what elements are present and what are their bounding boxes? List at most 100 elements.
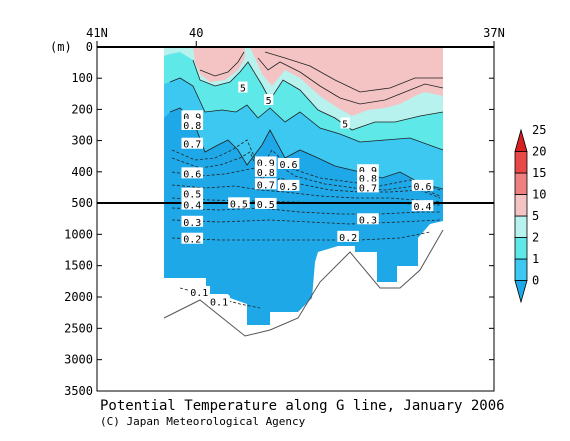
x-axis: 41N 40 37N <box>86 26 505 47</box>
contour-label: 0.1 <box>208 295 230 308</box>
contour-label-bg <box>181 187 204 199</box>
contour-label-bg <box>254 165 277 177</box>
contour-label-bg <box>264 94 274 106</box>
contour-label-bg <box>208 295 230 307</box>
y-tick-label: 2000 <box>64 290 93 304</box>
contour-label-text: 0.7 <box>359 183 377 194</box>
y-tick-label: 2500 <box>64 321 93 335</box>
contour-label: 0.7 <box>254 178 277 191</box>
contour-label-bg <box>357 213 379 225</box>
colorbar-label: 5 <box>532 209 539 223</box>
contour-label-text: 0.9 <box>183 112 201 123</box>
y-axis: 0 100 200 300 400 500 1000 1500 2000 2500 3000 3500 <box>64 40 494 398</box>
contour-label-text: 0.5 <box>183 190 201 201</box>
y-tick-label: 500 <box>71 196 93 210</box>
contour-label: 0.2 <box>337 230 359 244</box>
colorbar-label: 15 <box>532 166 546 180</box>
x-tick-label: 40 <box>189 26 203 40</box>
contour-label: 0.6 <box>411 179 434 193</box>
chart-title: Potential Temperature along G line, Janu… <box>100 398 505 414</box>
colorbar-label: 1 <box>532 252 539 266</box>
contour-label: 0.4 <box>411 200 434 213</box>
y-tick-label: 400 <box>71 165 93 179</box>
contour-label-text: 0.8 <box>183 121 201 132</box>
contour-label: 5 <box>264 94 274 107</box>
contour-label-text: 0.3 <box>359 215 377 226</box>
contour-label-text: 0.2 <box>339 233 357 244</box>
contour-label-text: 0.4 <box>183 201 201 212</box>
contour-label: 0.8 <box>254 165 277 179</box>
y-tick-label: 300 <box>71 134 93 148</box>
colorbar-segment <box>514 128 528 152</box>
contour-label-bg <box>411 179 434 191</box>
contour-label-bg <box>228 197 250 209</box>
contour-label-bg <box>181 167 204 179</box>
plot-area <box>163 47 444 337</box>
contour-label-bg <box>277 158 300 169</box>
contour-label-bg <box>411 200 434 212</box>
colorbar-label: 25 <box>532 123 546 137</box>
colorbar-segment <box>514 151 528 174</box>
contour-label-bg <box>238 81 248 93</box>
contour-label: 0.9 <box>254 156 277 169</box>
band-10-15-b <box>250 47 443 116</box>
contour-label-bg <box>181 232 204 244</box>
bottom-topography <box>163 229 444 337</box>
contour-label-text: 0.6 <box>280 160 298 171</box>
contour-label: 0.6 <box>277 158 300 171</box>
chart-credit: (C) Japan Meteorological Agency <box>100 415 306 428</box>
contour-label-bg <box>181 137 204 149</box>
colorbar-segment <box>514 237 528 260</box>
contour-label: 0.5 <box>254 197 277 211</box>
contour-label-bg <box>357 181 379 193</box>
contour-label-bg <box>340 117 350 129</box>
contour-label-text: 5 <box>266 96 272 107</box>
contour-label-text: 0.9 <box>359 166 377 177</box>
y-tick-label: 3500 <box>64 384 93 398</box>
contour-label-text: 0.7 <box>183 140 201 151</box>
y-axis-label: (m) <box>50 40 72 54</box>
contour-label: 0.8 <box>357 172 379 185</box>
contour-label-text: 0.5 <box>257 200 275 211</box>
contour-label: 0.9 <box>181 110 204 123</box>
contour-label-layer: 5550.90.80.70.60.50.40.30.20.90.80.70.60… <box>181 81 434 308</box>
contour-label-bg <box>254 178 277 190</box>
contour-label-bg <box>181 215 204 227</box>
colorbar-label: 0 <box>532 274 539 288</box>
contour-label-text: 0.8 <box>257 168 275 179</box>
contour-label: 5 <box>340 117 350 130</box>
contour-label: 0.1 <box>188 285 211 299</box>
contour-label-text: 0.8 <box>359 174 377 185</box>
y-tick-label: 200 <box>71 102 93 116</box>
contour-label-text: 5 <box>342 119 348 130</box>
contour-label-text: 0.7 <box>257 180 275 191</box>
contour-label-bg <box>254 156 277 168</box>
contour-label-bg <box>277 179 300 191</box>
contour-label: 0.3 <box>181 215 204 229</box>
contour-label-text: 0.2 <box>183 235 201 246</box>
contour-label-bg <box>181 198 204 210</box>
y-tick-label: 3000 <box>64 353 93 367</box>
colorbar-label: 20 <box>532 145 546 159</box>
contour-label-text: 0.1 <box>190 288 208 299</box>
contour-label: 0.2 <box>181 232 204 246</box>
contour-label-bg <box>181 119 204 130</box>
contour-label: 0.3 <box>357 213 379 226</box>
contour-label-text: 0.5 <box>280 182 298 193</box>
contour-label: 5 <box>238 81 248 95</box>
y-tick-label: 0 <box>86 40 93 54</box>
contour-label-bg <box>181 110 204 122</box>
contour-label: 0.5 <box>228 197 250 210</box>
contour-label-text: 5 <box>240 84 246 95</box>
contour-label-text: 0.6 <box>414 182 432 193</box>
colorbar-label: 10 <box>532 188 546 202</box>
colorbar-segment <box>514 194 528 217</box>
contour-label: 0.5 <box>181 187 204 201</box>
contour-label-text: 0.3 <box>183 218 201 229</box>
contour-label-bg <box>357 164 379 176</box>
colorbar-segment <box>514 172 528 195</box>
x-tick-label: 41N <box>86 26 108 40</box>
contour-label-text: 0.4 <box>414 202 432 213</box>
